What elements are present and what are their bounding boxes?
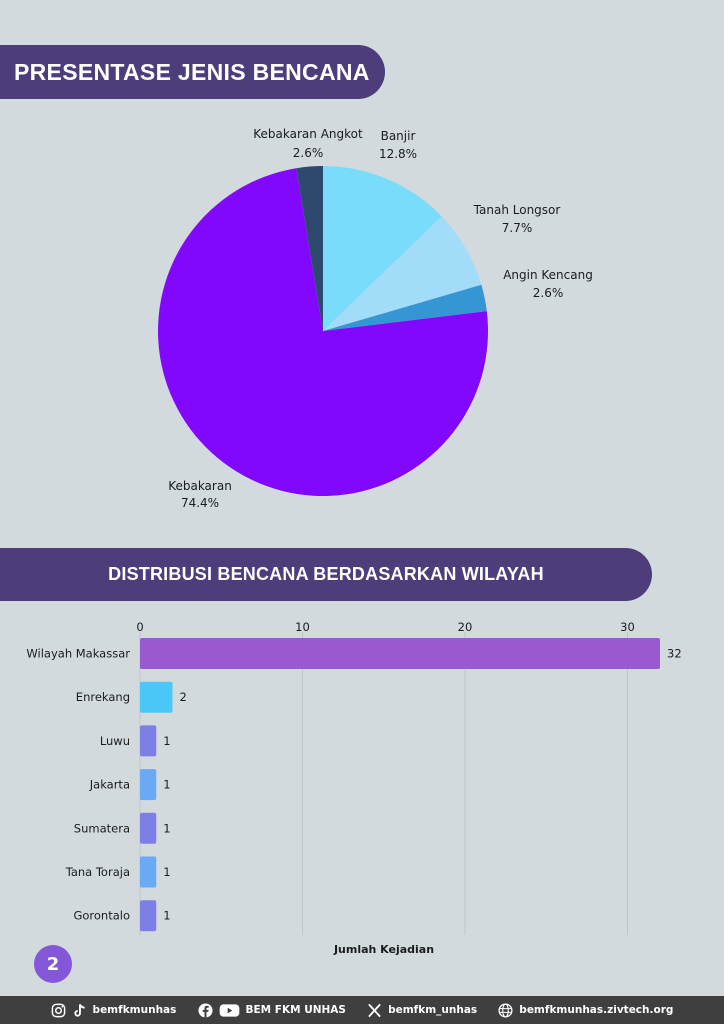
bar-tana-toraja [140, 856, 157, 888]
x-tick-label: 30 [620, 620, 635, 634]
bar-enrekang [140, 681, 173, 713]
category-label: Tana Toraja [65, 865, 130, 879]
footer-social-2-label: BEM FKM UNHAS [245, 1004, 346, 1016]
pie-label-banjir: Banjir [381, 129, 416, 143]
bar-value-label: 1 [163, 865, 170, 879]
youtube-icon [219, 1003, 239, 1017]
bar-value-label: 1 [163, 909, 170, 923]
x-icon [368, 1003, 381, 1017]
bar-luwu [140, 725, 157, 757]
category-label: Enrekang [76, 690, 130, 704]
facebook-icon [197, 1002, 213, 1018]
footer-website-label: bemfkmunhas.zivtech.org [519, 1004, 674, 1016]
bar-gorontalo [140, 900, 157, 932]
pie-label-angin-kencang: Angin Kencang [503, 268, 593, 282]
footer-social-1[interactable]: bemfkmunhas [51, 1003, 177, 1018]
footer-social-3[interactable]: bemfkm_unhas [367, 1003, 477, 1018]
pie-slice-angin-kencang [323, 284, 487, 331]
tiktok-icon [73, 1003, 85, 1017]
pie-value-kebakaran: 74.4% [181, 496, 219, 510]
bar-chart: 0 10 20 30 Wilayah Makassar Enrekang Luwu Jaka… [26, 620, 682, 956]
pie-section-title: PRESENTASE JENIS BENCANA [0, 45, 385, 99]
footer-social-2[interactable]: BEM FKM UNHAS [197, 1002, 346, 1018]
footer-bar: bemfkmunhas BEM FKM UNHAS bemfkm_unhas b… [0, 996, 724, 1024]
pie-value-kebakaran-angkot: 2.6% [293, 146, 324, 160]
pie-value-angin-kencang: 2.6% [533, 286, 564, 300]
category-label: Sumatera [74, 821, 130, 835]
pie-label-kebakaran: Kebakaran [168, 479, 232, 493]
category-label: Luwu [100, 734, 130, 748]
category-label: Wilayah Makassar [26, 647, 130, 661]
pie-value-tanah-longsor: 7.7% [502, 221, 533, 235]
page-number: 2 [34, 945, 72, 983]
pie-label-tanah-longsor: Tanah Longsor [473, 203, 561, 217]
instagram-icon [51, 1003, 65, 1017]
globe-icon [498, 1002, 513, 1018]
bar-wilayah-makassar [140, 638, 660, 669]
footer-social-1-label: bemfkmunhas [92, 1004, 177, 1016]
footer-website[interactable]: bemfkmunhas.zivtech.org [498, 1002, 674, 1018]
bar-jakarta [140, 769, 157, 801]
x-tick-label: 0 [136, 620, 143, 634]
pie-value-banjir: 12.8% [379, 147, 417, 161]
bar-value-label: 1 [163, 734, 170, 748]
bar-value-label: 1 [163, 821, 170, 835]
x-tick-label: 20 [458, 620, 473, 634]
pie-chart: Banjir 12.8% Tanah Longsor 7.7% Angin Kencan… [158, 127, 593, 510]
x-axis-label: Jumlah Kejadian [333, 943, 434, 956]
pie-label-kebakaran-angkot: Kebakaran Angkot [253, 127, 363, 141]
bar-section-title: DISTRIBUSI BENCANA BERDASARKAN WILAYAH [0, 548, 652, 601]
bar-value-label: 32 [667, 647, 682, 661]
pie-slice-tanah-longsor [323, 216, 482, 331]
footer-social-3-label: bemfkm_unhas [388, 1004, 478, 1016]
category-label: Jakarta [89, 778, 130, 792]
pie-slice-kebakaran-angkot [296, 166, 323, 331]
x-tick-label: 10 [295, 620, 310, 634]
bar-value-label: 2 [180, 690, 187, 704]
category-label: Gorontalo [73, 909, 130, 923]
pie-slice-kebakaran [158, 168, 489, 496]
bar-sumatera [140, 812, 157, 844]
bar-value-label: 1 [163, 778, 170, 792]
pie-slice-banjir [323, 166, 442, 331]
